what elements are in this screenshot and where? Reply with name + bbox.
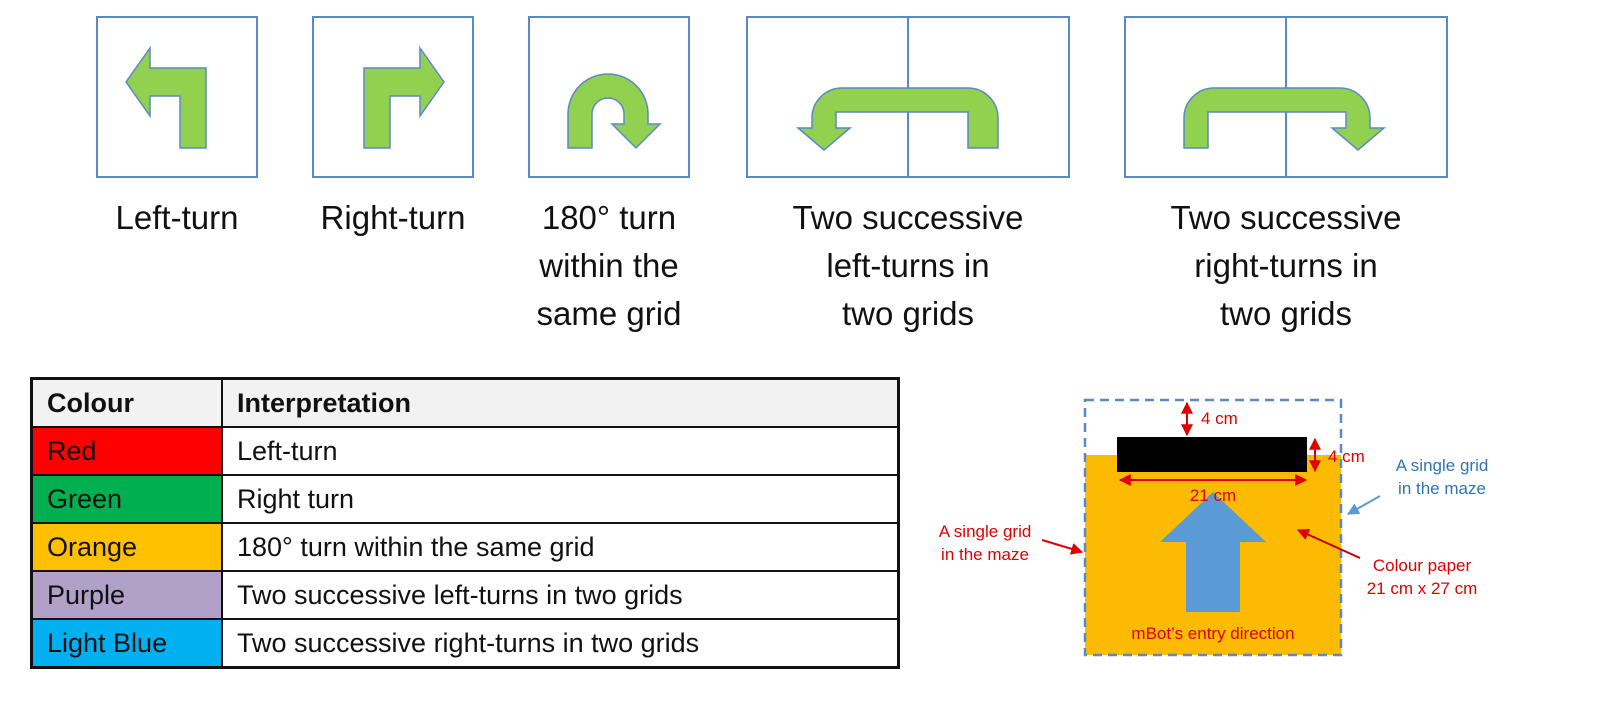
- right-label-pointer: [1346, 495, 1381, 515]
- grid-box: [96, 16, 258, 178]
- turn-two-right-card: Two successive right-turns in two grids: [1124, 16, 1448, 332]
- turn-caption: Right-turn: [320, 199, 466, 236]
- table-row: Light Blue Two successive right-turns in…: [30, 618, 900, 669]
- turn-u-card: 180° turn within the same grid: [528, 16, 690, 332]
- grid-diagram: 4 cm 4 cm 21 cm A single grid in the maz…: [939, 398, 1489, 657]
- colour-cell-orange: Orange: [30, 522, 223, 572]
- table-row: Green Right turn: [30, 474, 900, 524]
- right-turn-icon: [312, 16, 474, 178]
- u-turn-icon: [528, 16, 690, 178]
- left-label-pointer: [1041, 539, 1084, 555]
- left-turn-icon: [96, 16, 258, 178]
- arrow-shape: [1183, 87, 1387, 151]
- right-grid-label-line2: in the maze: [1398, 479, 1486, 498]
- turn-caption: Left-turn: [115, 199, 239, 236]
- arrow-shape: [795, 87, 999, 151]
- turn-right-card: Right-turn: [312, 16, 474, 236]
- header-interpretation: Interpretation: [221, 377, 900, 428]
- paper-label-line2: 21 cm x 27 cm: [1367, 579, 1478, 598]
- strip-width-label: 21 cm: [1190, 486, 1236, 505]
- right-grid-label-line1: A single grid: [1396, 456, 1489, 475]
- entry-direction-label: mBot’s entry direction: [1131, 624, 1294, 643]
- turn-two-left-card: Two successive left-turns in two grids: [746, 16, 1070, 332]
- strip-height-label: 4 cm: [1328, 447, 1365, 466]
- colour-cell-purple: Purple: [30, 570, 223, 620]
- arrow-shape: [363, 45, 445, 149]
- two-right-turns-icon: [1124, 16, 1448, 178]
- turn-caption: 180° turn within the same grid: [536, 199, 682, 332]
- black-strip: [1117, 437, 1307, 472]
- table-row: Red Left-turn: [30, 426, 900, 476]
- single-grid-outline: [1083, 398, 1343, 657]
- left-grid-label-line1: A single grid: [939, 522, 1032, 541]
- two-left-turns-icon: [746, 16, 1070, 178]
- colour-cell-red: Red: [30, 426, 223, 476]
- colour-cell-green: Green: [30, 474, 223, 524]
- entry-direction-arrow-icon: [1160, 492, 1266, 612]
- interpretation-cell: Two successive right-turns in two grids: [221, 618, 900, 669]
- interpretation-cell: Left-turn: [221, 426, 900, 476]
- left-grid-label-line2: in the maze: [941, 545, 1029, 564]
- table-row: Purple Two successive left-turns in two …: [30, 570, 900, 620]
- arrow-shape: [567, 73, 662, 150]
- colour-legend-table: Colour Interpretation Red Left-turn Gree…: [30, 377, 900, 669]
- table-header-row: Colour Interpretation: [30, 377, 900, 428]
- interpretation-cell: Two successive left-turns in two grids: [221, 570, 900, 620]
- header-colour: Colour: [30, 377, 223, 428]
- turn-left-card: Left-turn: [96, 16, 258, 236]
- arrow-shape: [125, 45, 207, 149]
- turn-caption: Two successive right-turns in two grids: [1170, 199, 1402, 332]
- top-gap-label: 4 cm: [1201, 409, 1238, 428]
- paper-label-pointer: [1296, 528, 1361, 559]
- table-row: Orange 180° turn within the same grid: [30, 522, 900, 572]
- colour-cell-light-blue: Light Blue: [30, 618, 223, 669]
- paper-label-line1: Colour paper: [1373, 556, 1472, 575]
- grid-box: [528, 16, 690, 178]
- turn-caption: Two successive left-turns in two grids: [792, 199, 1024, 332]
- interpretation-cell: 180° turn within the same grid: [221, 522, 900, 572]
- grid-box: [312, 16, 474, 178]
- interpretation-cell: Right turn: [221, 474, 900, 524]
